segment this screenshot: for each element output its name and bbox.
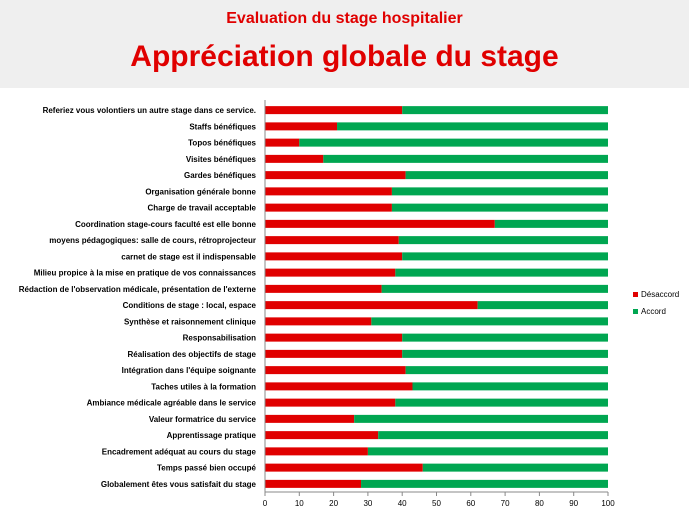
bar-accord <box>395 398 608 407</box>
category-label: Charge de travail acceptable <box>148 204 257 213</box>
legend-label: Désaccord <box>641 290 679 299</box>
bar-accord <box>391 203 608 212</box>
legend: Désaccord Accord <box>633 290 679 316</box>
bar-accord <box>402 349 608 358</box>
bar-desaccord <box>265 479 362 488</box>
category-label: Rédaction de l'observation médicale, pré… <box>19 285 257 294</box>
bar-desaccord <box>265 284 382 293</box>
bar-accord <box>367 447 608 456</box>
category-label: Organisation générale bonne <box>145 187 256 196</box>
category-label: Réalisation des objectifs de stage <box>128 350 257 359</box>
category-label: Synthèse et raisonnement clinique <box>124 317 257 326</box>
bar-accord <box>323 154 608 163</box>
bar-desaccord <box>265 414 355 423</box>
bar-desaccord <box>265 219 495 228</box>
x-tick-label: 60 <box>466 499 475 508</box>
bar-accord <box>494 219 608 228</box>
x-tick-label: 20 <box>329 499 338 508</box>
bar-desaccord <box>265 252 403 261</box>
bar-desaccord <box>265 122 338 131</box>
bar-desaccord <box>265 138 300 147</box>
category-label: Staffs bénéfiques <box>189 122 256 131</box>
bars-layer <box>265 106 608 488</box>
x-tick-label: 40 <box>398 499 407 508</box>
bar-accord <box>412 382 608 391</box>
bar-desaccord <box>265 317 372 326</box>
bar-desaccord <box>265 333 403 342</box>
bar-desaccord <box>265 187 392 196</box>
bar-desaccord <box>265 203 392 212</box>
category-label: Conditions de stage : local, espace <box>123 301 257 310</box>
bar-accord <box>405 366 608 375</box>
bar-desaccord <box>265 171 406 180</box>
header-band: Evaluation du stage hospitalier Apprécia… <box>0 0 689 88</box>
bar-accord <box>354 414 608 423</box>
x-tick-label: 30 <box>363 499 372 508</box>
category-label: Taches utiles à la formation <box>151 382 256 391</box>
bar-desaccord <box>265 431 379 440</box>
category-label: carnet de stage est il indispensable <box>121 252 256 261</box>
bar-desaccord <box>265 301 478 310</box>
bar-desaccord <box>265 154 324 163</box>
x-tick-label: 90 <box>569 499 578 508</box>
bar-accord <box>405 171 608 180</box>
category-labels: Referiez vous volontiers un autre stage … <box>19 106 257 489</box>
bar-accord <box>371 317 608 326</box>
bar-desaccord <box>265 398 396 407</box>
bar-accord <box>395 268 608 277</box>
category-label: Apprentissage pratique <box>167 431 257 440</box>
bar-accord <box>402 333 608 342</box>
category-label: Temps passé bien occupé <box>157 464 257 473</box>
bar-desaccord <box>265 447 368 456</box>
category-label: Valeur formatrice du service <box>149 415 257 424</box>
bar-accord <box>378 431 608 440</box>
legend-swatch <box>633 309 638 314</box>
category-label: Visites bénéfiques <box>186 155 257 164</box>
bar-accord <box>337 122 608 131</box>
x-tick-label: 80 <box>535 499 544 508</box>
bar-desaccord <box>265 236 399 245</box>
category-label: Ambiance médicale agréable dans le servi… <box>87 399 257 408</box>
bar-desaccord <box>265 382 413 391</box>
bar-desaccord <box>265 268 396 277</box>
page-title: Appréciation globale du stage <box>130 40 559 73</box>
x-tick-label: 10 <box>295 499 304 508</box>
category-label: Intégration dans l'équipe soignante <box>122 366 257 375</box>
legend-label: Accord <box>641 307 666 316</box>
bar-desaccord <box>265 106 403 115</box>
bar-accord <box>299 138 608 147</box>
category-label: Coordination stage-cours faculté est ell… <box>75 220 256 229</box>
category-label: Gardes bénéfiques <box>184 171 257 180</box>
category-label: Globalement êtes vous satisfait du stage <box>101 480 257 489</box>
bar-desaccord <box>265 463 423 472</box>
bar-accord <box>381 284 608 293</box>
x-tick-label: 0 <box>263 499 268 508</box>
bar-desaccord <box>265 349 403 358</box>
page-subtitle: Evaluation du stage hospitalier <box>226 10 463 27</box>
category-label: Topos bénéfiques <box>188 139 256 148</box>
category-label: Responsabilisation <box>183 334 256 343</box>
x-tick-label: 50 <box>432 499 441 508</box>
bar-accord <box>402 106 608 115</box>
bar-desaccord <box>265 366 406 375</box>
category-label: Milieu propice à la mise en pratique de … <box>34 269 257 278</box>
bar-accord <box>402 252 608 261</box>
legend-swatch <box>633 292 638 297</box>
category-label: Encadrement adéquat au cours du stage <box>102 447 257 456</box>
category-label: Referiez vous volontiers un autre stage … <box>43 106 256 115</box>
bar-accord <box>422 463 608 472</box>
bar-accord <box>477 301 608 310</box>
bar-accord <box>391 187 608 196</box>
x-axis: 0 10 20 30 40 50 60 70 80 90 100 <box>263 100 615 508</box>
x-tick-label: 70 <box>501 499 510 508</box>
category-label: moyens pédagogiques: salle de cours, rét… <box>49 236 256 245</box>
x-tick-label: 100 <box>601 499 615 508</box>
bar-accord <box>398 236 608 245</box>
bar-accord <box>361 479 608 488</box>
